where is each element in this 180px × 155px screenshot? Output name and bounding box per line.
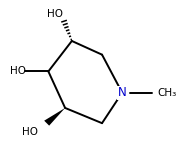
Text: HO: HO bbox=[10, 66, 26, 76]
Polygon shape bbox=[44, 108, 65, 126]
Text: N: N bbox=[118, 86, 127, 99]
Text: CH₃: CH₃ bbox=[157, 88, 177, 98]
Text: HO: HO bbox=[22, 127, 38, 137]
Text: HO: HO bbox=[48, 9, 64, 19]
